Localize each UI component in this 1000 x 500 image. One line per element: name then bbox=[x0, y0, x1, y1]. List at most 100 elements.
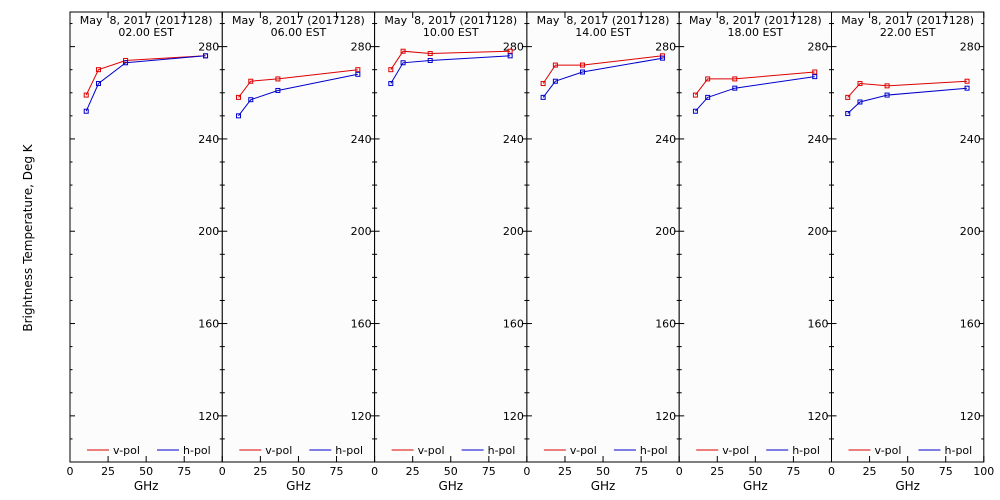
x-tick-label: 50 bbox=[596, 465, 610, 478]
y-tick-label: 240 bbox=[960, 133, 981, 146]
x-tick-label: 75 bbox=[482, 465, 496, 478]
data-point-v-pol bbox=[275, 76, 281, 82]
series-line-v-pol bbox=[238, 69, 358, 98]
data-point-h-pol bbox=[95, 81, 101, 87]
panel-4: 120 160 200 240 280 0 25 50 75 GHz May 8, 2017 (20… bbox=[676, 11, 833, 493]
data-point-h-pol bbox=[579, 69, 585, 75]
x-tick-label: 75 bbox=[330, 465, 344, 478]
data-point-h-pol bbox=[83, 108, 89, 114]
series-line-h-pol bbox=[542, 57, 663, 98]
y-tick-label: 280 bbox=[351, 41, 372, 54]
data-point-h-pol bbox=[552, 78, 558, 84]
series-line-h-pol bbox=[85, 55, 206, 112]
data-point-h-pol bbox=[400, 60, 406, 66]
legend-label-h-pol: h-pol bbox=[488, 444, 516, 457]
y-tick-label: 280 bbox=[198, 41, 219, 54]
legend-label-h-pol: h-pol bbox=[183, 444, 211, 457]
panel-frame bbox=[69, 11, 223, 463]
panel-3: 120 160 200 240 280 0 25 50 75 GHz May 8, 2017 (20… bbox=[523, 11, 680, 493]
data-point-h-pol bbox=[203, 53, 209, 59]
x-tick-label: 50 bbox=[748, 465, 762, 478]
series-line-v-pol bbox=[847, 80, 968, 98]
data-point-h-pol bbox=[123, 60, 129, 66]
x-axis-label: GHz bbox=[286, 479, 311, 493]
y-tick-label: 160 bbox=[503, 318, 524, 331]
y-tick-label: 280 bbox=[960, 41, 981, 54]
y-tick-label: 200 bbox=[655, 225, 676, 238]
y-tick-label: 280 bbox=[808, 41, 829, 54]
x-tick-label: 50 bbox=[139, 465, 153, 478]
x-tick-label: 0 bbox=[219, 465, 226, 478]
x-axis-label: GHz bbox=[591, 479, 616, 493]
data-point-v-pol bbox=[812, 69, 818, 75]
data-point-h-pol bbox=[732, 85, 738, 91]
legend-label-v-pol: v-pol bbox=[570, 444, 597, 457]
data-point-h-pol bbox=[507, 53, 513, 59]
x-tick-label: 25 bbox=[710, 465, 724, 478]
x-tick-label: 0 bbox=[828, 465, 835, 478]
data-point-h-pol bbox=[236, 113, 242, 119]
x-tick-label: 0 bbox=[67, 465, 74, 478]
panel-subtitle: 14.00 EST bbox=[575, 26, 631, 39]
legend-label-v-pol: v-pol bbox=[113, 444, 140, 457]
y-tick-label: 120 bbox=[655, 410, 676, 423]
data-point-v-pol bbox=[540, 81, 546, 87]
legend-label-h-pol: h-pol bbox=[640, 444, 668, 457]
y-tick-label: 160 bbox=[808, 318, 829, 331]
y-tick-label: 120 bbox=[808, 410, 829, 423]
data-point-v-pol bbox=[705, 76, 711, 82]
data-point-v-pol bbox=[857, 81, 863, 87]
x-tick-label: 25 bbox=[863, 465, 877, 478]
figure-ylabel: Brightness Temperature, Deg K bbox=[21, 143, 35, 331]
data-point-v-pol bbox=[400, 48, 406, 54]
panel-5: 120 160 200 240 280 0 25 50 75 100 GHz May 8, 2017 … bbox=[828, 11, 994, 493]
legend-label-v-pol: v-pol bbox=[265, 444, 292, 457]
legend-label-v-pol: v-pol bbox=[418, 444, 445, 457]
x-tick-label: 50 bbox=[444, 465, 458, 478]
x-tick-label: 75 bbox=[177, 465, 191, 478]
legend-label-h-pol: h-pol bbox=[335, 444, 363, 457]
data-point-v-pol bbox=[964, 78, 970, 84]
data-point-v-pol bbox=[692, 92, 698, 98]
data-point-v-pol bbox=[248, 78, 254, 84]
legend-label-v-pol: v-pol bbox=[722, 444, 749, 457]
x-tick-label: 0 bbox=[371, 465, 378, 478]
panels-container: 120 160 200 240 280 0 25 50 75 GHz May 8, 2017 (20… bbox=[67, 11, 994, 493]
legend-label-h-pol: h-pol bbox=[945, 444, 973, 457]
panel-subtitle: 06.00 EST bbox=[271, 26, 327, 39]
y-tick-label: 280 bbox=[655, 41, 676, 54]
y-tick-label: 240 bbox=[351, 133, 372, 146]
series-line-v-pol bbox=[695, 71, 815, 96]
series-line-h-pol bbox=[695, 76, 815, 112]
y-tick-label: 240 bbox=[655, 133, 676, 146]
x-tick-label: 75 bbox=[786, 465, 800, 478]
data-point-h-pol bbox=[964, 85, 970, 91]
data-point-h-pol bbox=[884, 92, 890, 98]
x-tick-label: 25 bbox=[101, 465, 115, 478]
panel-title: May 8, 2017 (2017128) bbox=[537, 14, 670, 27]
data-point-h-pol bbox=[705, 94, 711, 100]
panel-title: May 8, 2017 (2017128) bbox=[841, 14, 974, 27]
y-tick-label: 200 bbox=[960, 225, 981, 238]
data-point-v-pol bbox=[884, 83, 890, 89]
y-tick-label: 120 bbox=[198, 410, 219, 423]
data-point-h-pol bbox=[427, 57, 433, 63]
x-tick-label: 75 bbox=[939, 465, 953, 478]
data-point-v-pol bbox=[579, 62, 585, 68]
panel-1: 120 160 200 240 280 0 25 50 75 GHz May 8, 2017 (20… bbox=[219, 11, 376, 493]
x-tick-label: 0 bbox=[523, 465, 530, 478]
legend-label-h-pol: h-pol bbox=[792, 444, 820, 457]
series-line-v-pol bbox=[85, 55, 206, 96]
data-point-v-pol bbox=[95, 67, 101, 73]
data-point-v-pol bbox=[845, 94, 851, 100]
y-tick-label: 240 bbox=[198, 133, 219, 146]
y-tick-label: 160 bbox=[198, 318, 219, 331]
series-line-h-pol bbox=[390, 55, 511, 84]
data-point-v-pol bbox=[427, 51, 433, 57]
y-tick-label: 120 bbox=[351, 410, 372, 423]
y-tick-label: 160 bbox=[960, 318, 981, 331]
x-tick-label: 25 bbox=[406, 465, 420, 478]
x-tick-label: 25 bbox=[558, 465, 572, 478]
data-point-h-pol bbox=[845, 111, 851, 117]
